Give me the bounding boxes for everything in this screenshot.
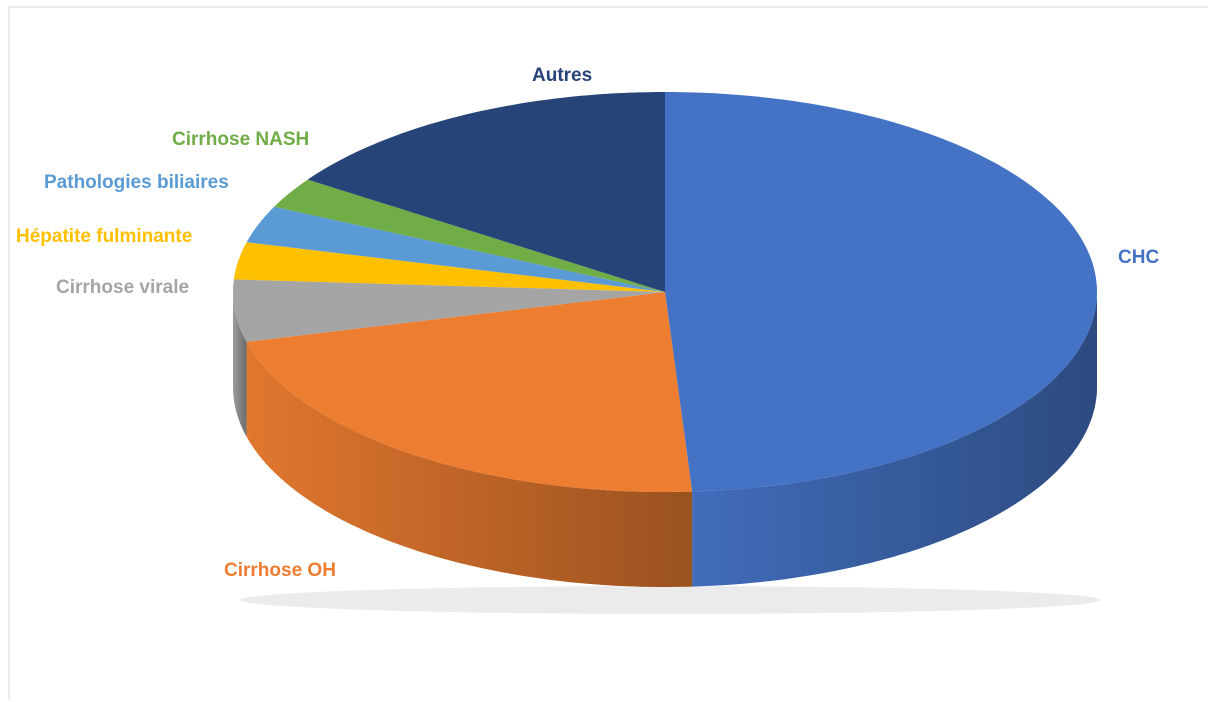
slice-label: Cirrhose OH [224,560,336,581]
slice-label: Pathologies biliaires [44,172,229,193]
slice [233,242,665,292]
slice-side-shade [692,292,1097,587]
shadow [240,586,1100,614]
slice [233,279,665,342]
slice [246,292,693,492]
slice [665,92,1097,492]
slice [246,206,665,292]
slice-label: CHC [1118,247,1159,268]
slice-label: Autres [532,65,592,86]
slice-side-shade [233,292,247,437]
slice-label: Cirrhose virale [56,277,189,298]
slice [307,92,665,292]
slice-label: Cirrhose NASH [172,129,309,150]
slice [274,179,665,292]
slice-side-shade [246,341,693,587]
chart-border [8,6,1208,700]
slice-label: Hépatite fulminante [16,226,192,247]
